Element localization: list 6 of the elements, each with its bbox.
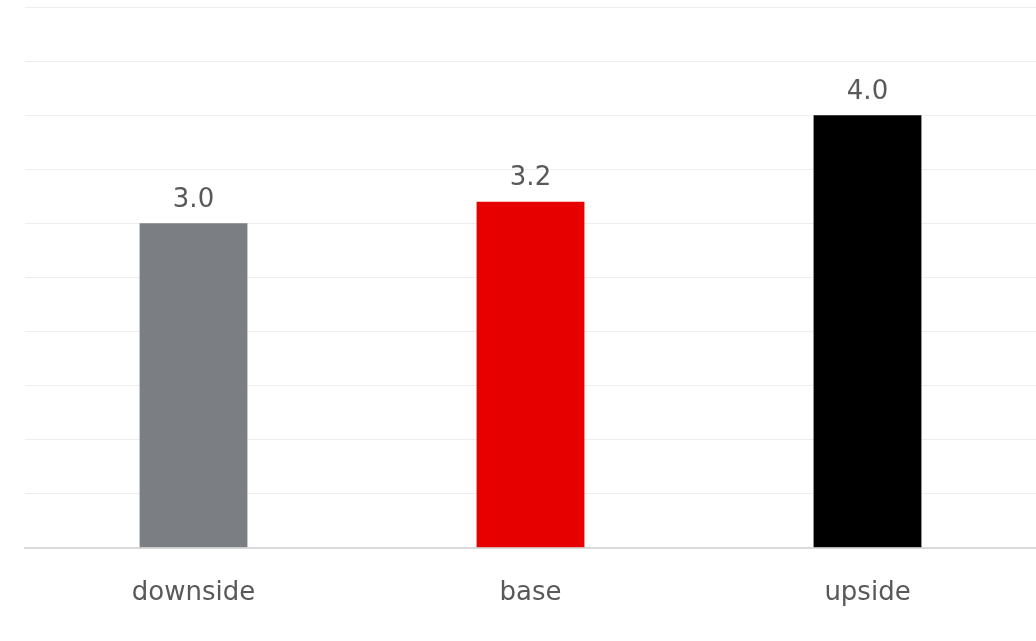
data-label: 3.2 (509, 161, 552, 192)
x-tick-label: upside (824, 576, 911, 607)
data-label: 4.0 (846, 74, 889, 105)
x-tick-label: base (499, 576, 562, 607)
data-label: 3.0 (172, 183, 215, 214)
x-tick-label: downside (131, 576, 256, 607)
